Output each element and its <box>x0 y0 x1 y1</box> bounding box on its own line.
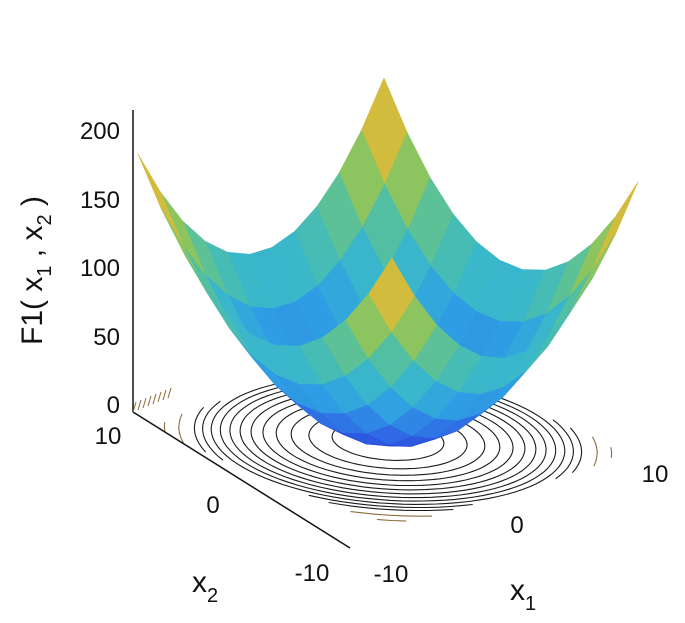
z-tick-label: 50 <box>93 324 120 351</box>
surface-mesh <box>137 77 639 447</box>
floor-hatch <box>162 389 167 401</box>
surface-patch <box>368 257 415 333</box>
z-axis-label: F1( x1 , x2 ) <box>16 196 56 345</box>
x1-axis-label: x1 <box>510 574 536 615</box>
floor-hatch <box>152 393 157 405</box>
surface-patch <box>592 181 639 270</box>
surface-patch <box>137 153 184 247</box>
x1-tick-label: 10 <box>642 461 669 488</box>
floor-hatch <box>137 399 142 411</box>
z-tick-label: 100 <box>80 255 120 282</box>
floor-hatch <box>167 387 172 399</box>
floor-hatch <box>157 391 162 403</box>
floor-hatch <box>142 397 147 409</box>
x2-tick-label: 0 <box>206 492 219 519</box>
x1-tick-label: 0 <box>510 512 523 539</box>
x1-tick-label: -10 <box>374 561 409 588</box>
z-tick-label: 200 <box>80 118 120 145</box>
axes <box>132 110 351 549</box>
z-tick-label: 0 <box>107 392 120 419</box>
floor-hatch <box>147 395 152 407</box>
x2-axis-line <box>132 411 351 549</box>
x2-tick-label: 10 <box>95 423 122 450</box>
surface-patch <box>160 191 207 276</box>
z-tick-label: 150 <box>80 187 120 214</box>
x2-axis-label: x2 <box>192 566 218 607</box>
floor-hatch <box>132 401 137 413</box>
x2-tick-label: -10 <box>295 560 330 587</box>
